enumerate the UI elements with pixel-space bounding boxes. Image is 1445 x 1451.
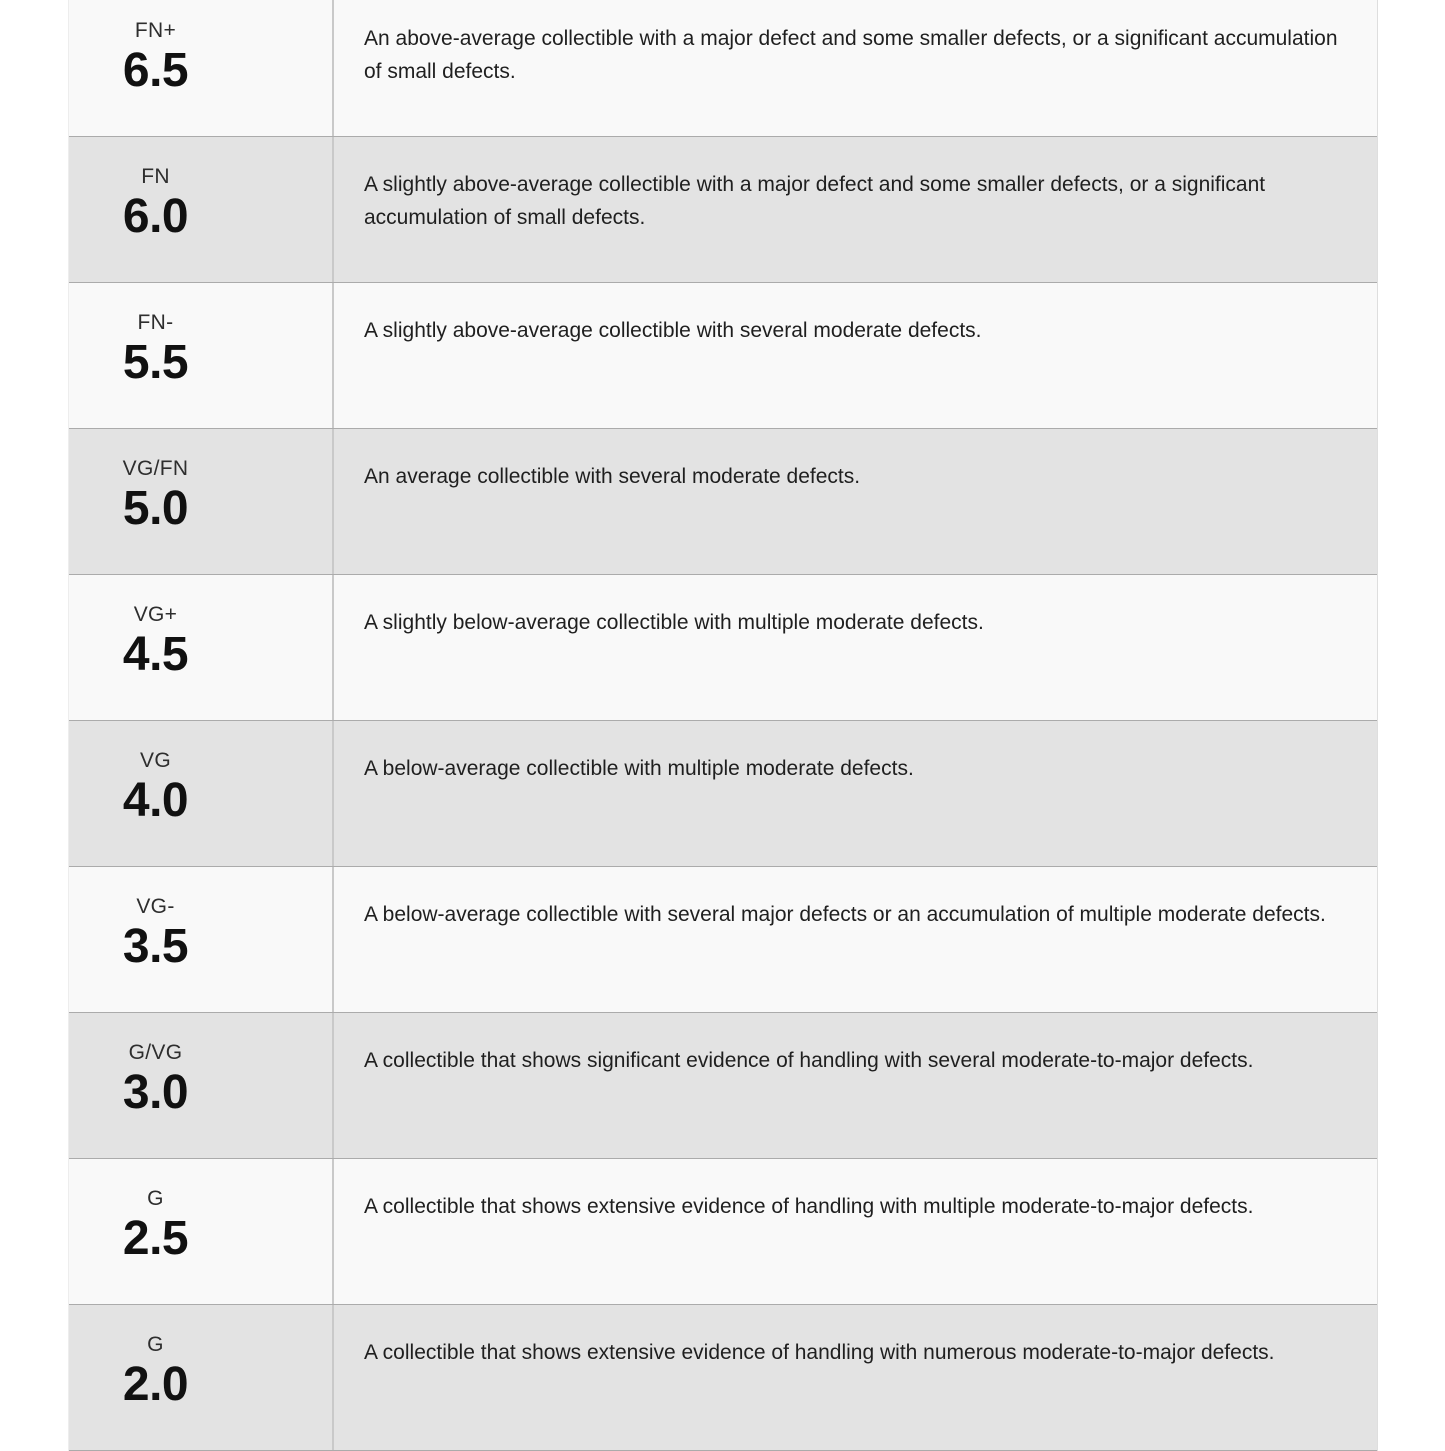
- grade-description: A collectible that shows extensive evide…: [364, 1341, 1275, 1364]
- grade-value: 3.5: [122, 920, 189, 973]
- grade-description: A collectible that shows extensive evide…: [364, 1195, 1254, 1218]
- grade-description: An above-average collectible with a majo…: [364, 27, 1338, 83]
- grade-label: G: [147, 1333, 164, 1356]
- grade-cell: G 2.5: [69, 1159, 334, 1304]
- grade-row-3-0: G/VG 3.0 A collectible that shows signif…: [69, 1013, 1377, 1159]
- grade-cell: FN+ 6.5: [69, 0, 334, 136]
- grade-row-4-0: VG 4.0 A below-average collectible with …: [69, 721, 1377, 867]
- grade-description: An average collectible with several mode…: [364, 465, 861, 488]
- grade-cell: VG 4.0: [69, 721, 334, 866]
- grade-row-4-5: VG+ 4.5 A slightly below-average collect…: [69, 575, 1377, 721]
- grade-row-2-5: G 2.5 A collectible that shows extensive…: [69, 1159, 1377, 1305]
- grade-label: G: [147, 1187, 164, 1210]
- grade-cell: G 2.0: [69, 1305, 334, 1450]
- grade-description: A slightly above-average collectible wit…: [364, 319, 982, 342]
- grade-value: 4.5: [122, 628, 189, 681]
- grade-label: VG-: [136, 895, 175, 918]
- grade-cell: VG/FN 5.0: [69, 429, 334, 574]
- grade-cell: FN- 5.5: [69, 283, 334, 428]
- grade-label: G/VG: [128, 1041, 183, 1064]
- grade-label: VG/FN: [122, 457, 189, 480]
- grade-row-5-5: FN- 5.5 A slightly above-average collect…: [69, 283, 1377, 429]
- grade-value: 6.0: [122, 190, 189, 243]
- grade-row-6-0: FN 6.0 A slightly above-average collecti…: [69, 137, 1377, 283]
- grade-description: A collectible that shows significant evi…: [364, 1049, 1254, 1072]
- grade-cell: G/VG 3.0: [69, 1013, 334, 1158]
- grade-value: 2.0: [122, 1358, 189, 1411]
- grade-value: 5.5: [122, 336, 189, 389]
- grade-label: FN-: [137, 311, 174, 334]
- grade-description: A slightly above-average collectible wit…: [364, 173, 1266, 229]
- grading-scale-table: FN+ 6.5 An above-average collectible wit…: [68, 0, 1378, 1451]
- grade-description: A below-average collectible with several…: [364, 903, 1326, 926]
- grade-row-2-0: G 2.0 A collectible that shows extensive…: [69, 1305, 1377, 1451]
- grade-cell: VG- 3.5: [69, 867, 334, 1012]
- grade-label: VG+: [133, 603, 178, 626]
- grade-description: A slightly below-average collectible wit…: [364, 611, 984, 634]
- grade-label: FN: [141, 165, 170, 188]
- grade-row-6-5: FN+ 6.5 An above-average collectible wit…: [69, 0, 1377, 137]
- grade-cell: VG+ 4.5: [69, 575, 334, 720]
- grade-value: 4.0: [122, 774, 189, 827]
- grade-value: 2.5: [122, 1212, 189, 1265]
- grade-label: VG: [140, 749, 171, 772]
- grade-cell: FN 6.0: [69, 137, 334, 282]
- grade-value: 6.5: [122, 44, 189, 97]
- grade-value: 3.0: [122, 1066, 189, 1119]
- grade-description: A below-average collectible with multipl…: [364, 757, 914, 780]
- grade-value: 5.0: [122, 482, 189, 535]
- grade-row-5-0: VG/FN 5.0 An average collectible with se…: [69, 429, 1377, 575]
- grade-row-3-5: VG- 3.5 A below-average collectible with…: [69, 867, 1377, 1013]
- grade-label: FN+: [134, 19, 177, 42]
